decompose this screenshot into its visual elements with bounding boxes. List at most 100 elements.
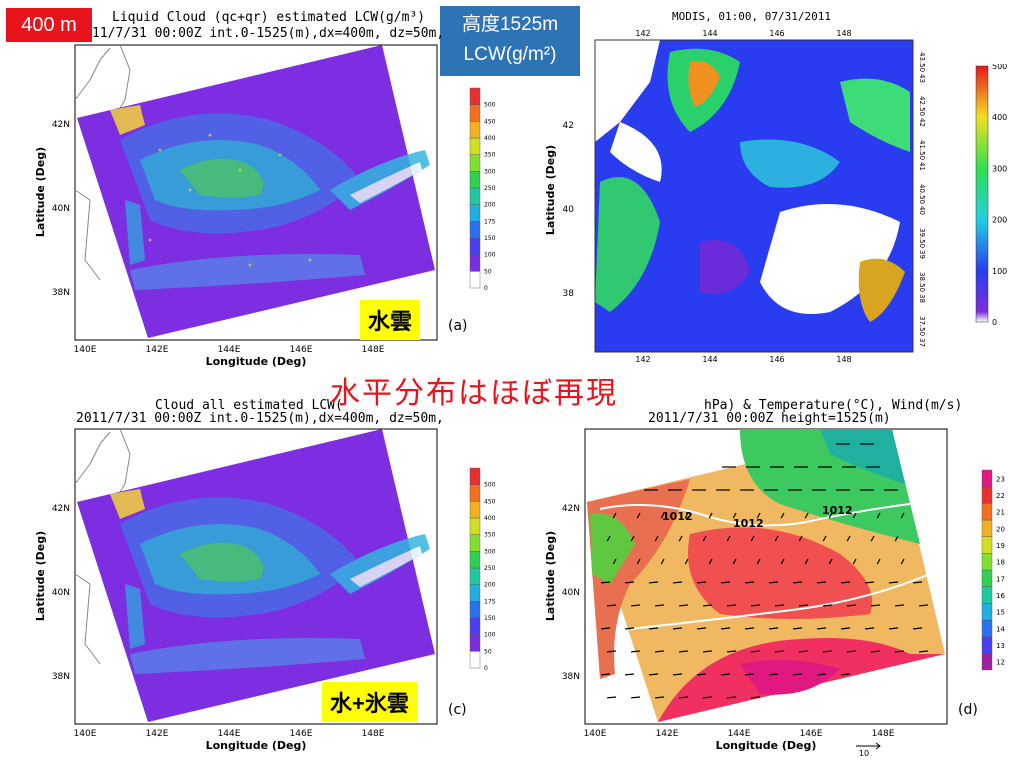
panel-a-lon-tick-140: 140E (74, 345, 97, 355)
panel-a-colorbar-swatch (469, 171, 481, 189)
wind-arrow (756, 558, 761, 565)
wind-arrow (684, 558, 689, 565)
panel-a-colorbar-swatch (469, 221, 481, 239)
wind-arrow (636, 512, 641, 519)
panel-c-label: 水+氷雲 (322, 682, 417, 722)
panel-c-lon-tick-148: 148E (362, 729, 385, 739)
wind-arrow (697, 581, 707, 584)
panel-c-colorbar-label: 350 (484, 532, 496, 539)
wind-arrow (625, 581, 635, 584)
wind-arrow (745, 627, 755, 630)
panel-b-right-tick: 43 (918, 74, 926, 83)
wind-arrow (876, 558, 881, 565)
panel-a-colorbar-swatch (469, 121, 481, 139)
panel-b-bottom-tick-146: 146 (769, 355, 784, 362)
panel-a-colorbar: 0 50 100 150 175 200 250 300 350 400 450 500 (469, 87, 496, 292)
wind-arrow (607, 696, 617, 699)
panel-b-right-tick: 37.50 (918, 316, 926, 336)
panel-c-colorbar-swatch (469, 517, 481, 535)
panel-c-colorbar-segments (469, 467, 481, 669)
panel-c-colorbar: 0 50 100 150 175 200 250 300 350 400 450 500 (469, 467, 496, 672)
wind-arrow (841, 673, 851, 676)
panel-a-colorbar-label: 100 (484, 252, 496, 259)
wind-arrow (817, 581, 827, 584)
panel-c-lon-tick-146: 146E (290, 729, 313, 739)
wind-arrow (727, 604, 737, 607)
wind-arrow (679, 604, 689, 607)
wind-arrow (612, 512, 617, 519)
panel-a-colorbar-label: 500 (484, 102, 496, 109)
wind-arrow (774, 535, 779, 542)
panel-a-colorbar-label: 150 (484, 235, 496, 242)
panel-c-colorbar-label: 100 (484, 632, 496, 639)
wind-arrow (703, 650, 713, 653)
wind-arrow (726, 535, 731, 542)
panel-d-colorbar-label: 15 (996, 609, 1005, 617)
panel-a-colorbar-label: 50 (484, 268, 492, 275)
panel-b-right-ticks: 43.50 43 42.50 42 41.50 41 40.50 40 39.50 39 38.50… (918, 52, 926, 347)
panel-b-colorbar-label: 100 (992, 267, 1007, 276)
wind-arrow (654, 535, 659, 542)
wind-arrow (727, 696, 737, 699)
panel-c-colorbar-swatch (469, 601, 481, 619)
panel-d-isobar-south (629, 573, 931, 630)
panel-d-colorbar-swatch (981, 536, 993, 554)
panel-a-colorbar-label: 450 (484, 118, 496, 125)
panel-d-ylabel: Latitude (Deg) (544, 531, 557, 621)
panel-c-colorbar-swatch (469, 501, 481, 519)
wind-arrow (871, 604, 881, 607)
panel-b-right-tick: 43.50 (918, 52, 926, 72)
panel-a-lon-tick-142: 142E (146, 345, 169, 355)
wind-arrow (756, 512, 761, 519)
panel-a-xlabel: Longitude (Deg) (206, 355, 307, 368)
wind-arrow (817, 673, 827, 676)
wind-arrow (732, 512, 737, 519)
wind-arrow (751, 696, 761, 699)
panel-b-bottom-tick-144: 144 (702, 355, 717, 362)
wind-arrow (852, 558, 857, 565)
panel-b-colorbar-label: 200 (992, 216, 1007, 225)
panel-c-colorbar-label: 0 (484, 665, 488, 672)
wind-arrow (871, 650, 881, 653)
wind-arrow (895, 650, 905, 653)
panel-c-colorbar-swatch (469, 584, 481, 602)
wind-arrow (721, 627, 731, 630)
panel-d-lon-tick-142: 142E (656, 729, 679, 739)
wind-arrow (601, 673, 611, 676)
panel-b-right-tick: 38.50 (918, 272, 926, 292)
panel-d-lon-tick-140: 140E (584, 729, 607, 739)
wind-arrow (870, 535, 875, 542)
panel-d-xlabel: Longitude (Deg) (716, 739, 817, 752)
wind-arrow (799, 650, 809, 653)
panel-a-colorbar-label: 0 (484, 285, 488, 292)
wind-arrow (828, 558, 833, 565)
panel-d-colorbar-label: 22 (996, 492, 1005, 500)
wind-arrow (847, 650, 857, 653)
panel-c-tag: (c) (448, 702, 467, 718)
wind-arrow (895, 604, 905, 607)
panel-a-lat-tick-38: 38N (52, 288, 70, 298)
panel-c-lon-tick-144: 144E (218, 729, 241, 739)
wind-arrow (660, 558, 665, 565)
panel-c-colorbar-label: 450 (484, 498, 496, 505)
panel-c-colorbar-swatch (469, 617, 481, 635)
panel-b-right-tick: 38 (918, 294, 926, 303)
panel-a-colorbar-swatch (469, 87, 481, 105)
panel-c-colorbar-swatch (469, 634, 481, 652)
wind-arrow (919, 650, 929, 653)
wind-arrow (679, 650, 689, 653)
wind-arrow (649, 627, 659, 630)
panel-a-colorbar-swatch (469, 237, 481, 255)
panel-a-title2: 11/7/31 00:00Z int.0-1525(m),dx=400m, dz… (92, 26, 445, 41)
wind-arrow (900, 558, 905, 565)
wind-arrow (769, 627, 779, 630)
panel-a-colorbar-label: 200 (484, 202, 496, 209)
wind-arrow (798, 535, 803, 542)
panel-d-title2: 2011/7/31 00:00Z height=1525(m) (648, 411, 891, 426)
wind-arrow (823, 650, 833, 653)
panel-d-colorbar-swatch (981, 469, 993, 487)
panel-a-speckle (148, 133, 312, 267)
panel-b-right-tick: 40 (918, 206, 926, 215)
panel-b-bottom-tick-148: 148 (836, 355, 851, 362)
wind-arrow (601, 581, 611, 584)
